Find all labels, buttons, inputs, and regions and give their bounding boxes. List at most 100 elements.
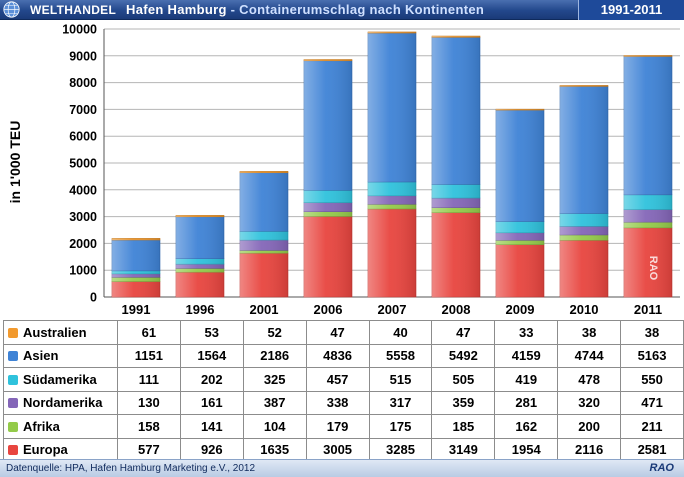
bar-segment-shine xyxy=(368,195,416,205)
y-tick-label: 7000 xyxy=(69,103,97,117)
header-bar: WELTHANDEL Hafen Hamburg - Containerumsc… xyxy=(0,0,684,20)
bar-segment-shine xyxy=(496,240,544,245)
x-tick-label: 2010 xyxy=(570,302,599,317)
table-row: Nordamerika 130 161 387 338 317 359 281 320 471 xyxy=(3,390,684,415)
series-label: Südamerika xyxy=(3,367,118,392)
bar-segment-shine xyxy=(624,222,672,228)
bar-segment-shine xyxy=(624,209,672,223)
bar-segment-shine xyxy=(112,238,160,240)
bar-segment-shine xyxy=(624,227,672,297)
table-row: Asien 1151 1564 2186 4836 5558 5492 4159 4744 516… xyxy=(3,343,684,368)
series-label: Afrika xyxy=(3,414,118,439)
bar-segment-shine xyxy=(432,207,480,213)
bar-segment-shine xyxy=(432,36,480,38)
table-cell: 4744 xyxy=(557,343,622,368)
x-tick-label: 2001 xyxy=(250,302,279,317)
table-cell: 111 xyxy=(116,367,181,392)
bar-segment-shine xyxy=(496,109,544,111)
table-cell: 211 xyxy=(620,414,684,439)
bar-segment-shine xyxy=(304,59,352,61)
table-cell: 1564 xyxy=(179,343,244,368)
bar-segment-shine xyxy=(560,234,608,241)
table-cell: 4836 xyxy=(305,343,370,368)
y-tick-label: 4000 xyxy=(69,183,97,197)
table-cell: 5558 xyxy=(368,343,433,368)
table-cell: 179 xyxy=(305,414,370,439)
footer-bar: Datenquelle: HPA, Hafen Hamburg Marketin… xyxy=(0,459,684,477)
bar-segment-shine xyxy=(560,86,608,214)
bar-segment-shine xyxy=(432,37,480,185)
series-name: Asien xyxy=(23,348,59,364)
table-cell: 387 xyxy=(242,390,307,415)
table-cell: 3285 xyxy=(368,437,433,462)
legend-swatch xyxy=(8,351,18,362)
table-cell: 457 xyxy=(305,367,370,392)
y-tick-label: 9000 xyxy=(69,49,97,63)
table-cell: 3149 xyxy=(431,437,496,462)
bar-segment-shine xyxy=(624,56,672,195)
table-cell: 38 xyxy=(620,320,684,345)
data-table: Australien 61 53 52 47 40 47 33 38 38 Asien 1151 156… xyxy=(3,320,684,462)
series-name: Europa xyxy=(23,442,68,458)
table-cell: 320 xyxy=(557,390,622,415)
series-label: Australien xyxy=(3,320,118,345)
table-cell: 5492 xyxy=(431,343,496,368)
table-cell: 2581 xyxy=(620,437,684,462)
table-cell: 2186 xyxy=(242,343,307,368)
y-tick-label: 3000 xyxy=(69,210,97,224)
table-cell: 471 xyxy=(620,390,684,415)
table-cell: 175 xyxy=(368,414,433,439)
bar-segment-shine xyxy=(304,211,352,217)
bar-segment-shine xyxy=(368,208,416,297)
rao-watermark: RAO xyxy=(647,256,659,281)
table-cell: 338 xyxy=(305,390,370,415)
table-cell: 478 xyxy=(557,367,622,392)
year-range: 1991-2011 xyxy=(578,0,684,20)
table-cell: 33 xyxy=(494,320,559,345)
table-cell: 359 xyxy=(431,390,496,415)
table-cell: 577 xyxy=(116,437,181,462)
bar-segment-shine xyxy=(624,194,672,210)
bar-segment-shine xyxy=(240,171,288,173)
table-cell: 550 xyxy=(620,367,684,392)
table-cell: 1151 xyxy=(116,343,181,368)
bar-segment-shine xyxy=(560,226,608,235)
table-cell: 1954 xyxy=(494,437,559,462)
bar-segment-shine xyxy=(176,268,224,273)
bar-segment-shine xyxy=(368,181,416,196)
series-name: Afrika xyxy=(23,418,60,434)
brand-label: WELTHANDEL xyxy=(30,3,117,17)
globe-icon xyxy=(3,1,20,18)
legend-swatch xyxy=(8,374,18,385)
bar-segment-shine xyxy=(112,270,160,274)
table-cell: 3005 xyxy=(305,437,370,462)
bar-segment-shine xyxy=(240,172,288,232)
bar-segment-shine xyxy=(240,231,288,241)
table-cell: 419 xyxy=(494,367,559,392)
source-note: Datenquelle: HPA, Hafen Hamburg Marketin… xyxy=(6,463,256,474)
table-cell: 47 xyxy=(305,320,370,345)
table-cell: 200 xyxy=(557,414,622,439)
bar-segment-shine xyxy=(240,253,288,297)
legend-swatch xyxy=(8,398,18,409)
bar-segment-shine xyxy=(304,216,352,297)
y-tick-label: 10000 xyxy=(62,23,97,37)
table-cell: 1635 xyxy=(242,437,307,462)
x-tick-label: 2006 xyxy=(314,302,343,317)
bar-segment-shine xyxy=(304,202,352,212)
bar-segment-shine xyxy=(432,184,480,199)
title-sub: - Containerumschlag nach Kontinenten xyxy=(226,2,485,17)
bar-segment-shine xyxy=(368,204,416,209)
table-row: Europa 577 926 1635 3005 3285 3149 1954 2116 2581 xyxy=(3,437,684,462)
bar-segment-shine xyxy=(176,258,224,265)
bar-segment-shine xyxy=(304,60,352,191)
table-cell: 162 xyxy=(494,414,559,439)
bar-segment-shine xyxy=(240,240,288,251)
series-label: Nordamerika xyxy=(3,390,118,415)
table-cell: 61 xyxy=(116,320,181,345)
bar-segment-shine xyxy=(112,273,160,278)
bar-segment-shine xyxy=(432,212,480,297)
legend-swatch xyxy=(8,421,18,432)
y-tick-label: 2000 xyxy=(69,237,97,251)
table-cell: 202 xyxy=(179,367,244,392)
